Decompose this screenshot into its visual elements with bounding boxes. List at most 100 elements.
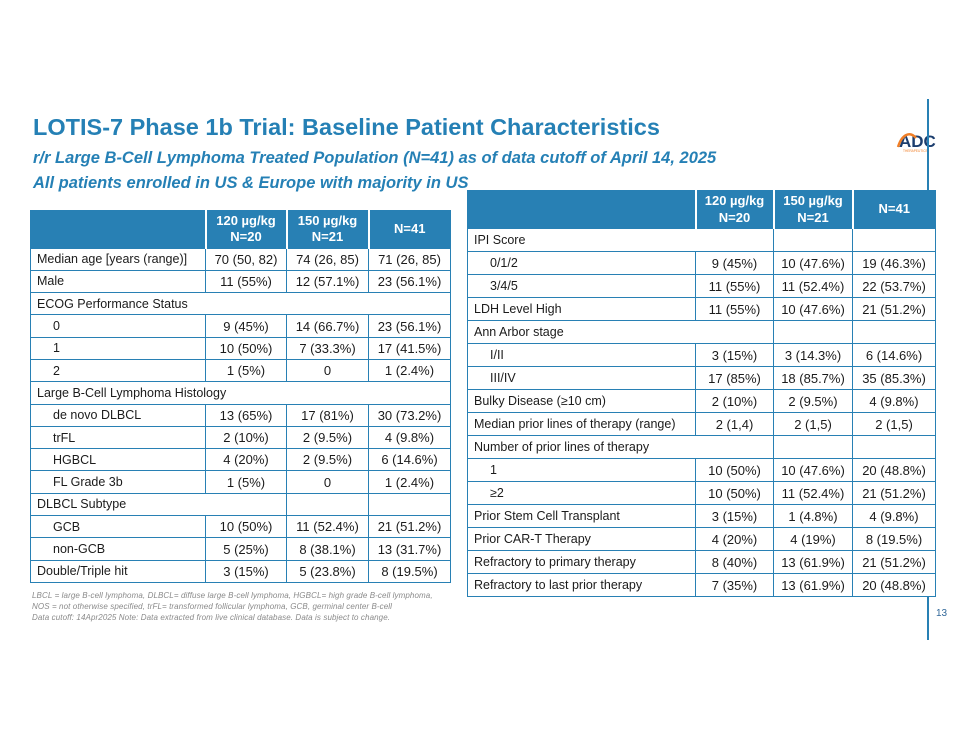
value-cell: 1 (5%) [205, 358, 287, 383]
value-cell: 5 (25%) [205, 537, 287, 561]
value-cell: 20 (48.8%) [852, 573, 936, 597]
row-label-cell: Double/Triple hit [30, 559, 206, 583]
table-row: Bulky Disease (≥10 cm) 2 (10%) 2 (9.5%) 4 (… [467, 389, 936, 413]
table-row: FL Grade 3b 1 (5%) 0 1 (2.4%) [30, 470, 451, 494]
value-cell: 3 (15%) [205, 559, 287, 583]
value-cell: 7 (33.3%) [286, 336, 369, 360]
value-cell: 74 (26, 85) [286, 247, 369, 271]
value-cell: 71 (26, 85) [368, 247, 451, 271]
value-cell: 11 (52.4%) [773, 274, 853, 298]
table-row: 0/1/2 9 (45%) 10 (47.6%) 19 (46.3%) [467, 251, 936, 275]
table-row: non-GCB 5 (25%) 8 (38.1%) 13 (31.7%) [30, 537, 451, 561]
table-row: Prior Stem Cell Transplant 3 (15%) 1 (4.8%… [467, 504, 936, 528]
value-cell: 3 (14.3%) [773, 343, 853, 367]
value-cell: 11 (52.4%) [773, 481, 853, 505]
adc-therapeutics-logo: ADC THERAPEUTICS [896, 128, 936, 162]
row-label-cell: GCB [30, 515, 206, 539]
empty-cell [773, 228, 853, 252]
value-cell: 1 (4.8%) [773, 504, 853, 528]
table-row: trFL 2 (10%) 2 (9.5%) 4 (9.8%) [30, 425, 451, 450]
table-row: Prior CAR-T Therapy 4 (20%) 4 (19%) 8 (19.5… [467, 527, 936, 551]
column-header [467, 190, 696, 229]
value-cell: 2 (10%) [695, 389, 774, 413]
value-cell: 13 (65%) [205, 403, 287, 427]
column-header [30, 210, 206, 249]
row-label-cell: non-GCB [30, 537, 206, 561]
value-cell: 23 (56.1%) [368, 314, 451, 338]
value-cell: 18 (85.7%) [773, 366, 853, 390]
row-label-cell: 3/4/5 [467, 274, 696, 298]
footnote-abbreviations-line1: LBCL = large B-cell lymphoma, DLBCL= dif… [32, 591, 433, 600]
value-cell: 2 (10%) [205, 425, 287, 450]
value-cell: 10 (50%) [205, 336, 287, 360]
value-cell: 20 (48.8%) [852, 458, 936, 482]
value-cell: 9 (45%) [695, 251, 774, 275]
value-cell: 11 (55%) [695, 274, 774, 298]
value-cell: 10 (47.6%) [773, 458, 853, 482]
adc-logo-subtext: THERAPEUTICS [903, 149, 928, 153]
row-label-cell: LDH Level High [467, 297, 696, 321]
value-cell: 2 (9.5%) [773, 389, 853, 413]
value-cell: 7 (35%) [695, 573, 774, 597]
value-cell: 14 (66.7%) [286, 314, 369, 338]
row-label-cell: Male [30, 269, 206, 294]
value-cell: 1 (2.4%) [368, 470, 451, 494]
section-row: Large B-Cell Lymphoma Histology [30, 381, 451, 405]
value-cell: 8 (19.5%) [368, 559, 451, 583]
table-row: 1 10 (50%) 10 (47.6%) 20 (48.8%) [467, 458, 936, 482]
table-row: GCB 10 (50%) 11 (52.4%) 21 (51.2%) [30, 515, 451, 539]
value-cell: 10 (50%) [695, 458, 774, 482]
subtitle-enrollment: All patients enrolled in US & Europe wit… [33, 174, 469, 192]
table-header-row: 120 µg/kg N=20 150 µg/kg N=21 N=41 [467, 190, 936, 229]
value-cell: 3 (15%) [695, 504, 774, 528]
value-cell: 11 (55%) [205, 269, 287, 294]
row-label-cell: Refractory to primary therapy [467, 550, 696, 574]
row-label-cell: Prior Stem Cell Transplant [467, 504, 696, 528]
value-cell: 8 (38.1%) [286, 537, 369, 561]
row-label-cell: I/II [467, 343, 696, 367]
value-cell: 4 (9.8%) [368, 425, 451, 450]
page-title: LOTIS-7 Phase 1b Trial: Baseline Patient… [33, 114, 660, 140]
value-cell: 2 (9.5%) [286, 448, 369, 472]
table-row: Male 11 (55%) 12 (57.1%) 23 (56.1%) [30, 269, 451, 294]
table-row: Median prior lines of therapy (range) 2 (… [467, 412, 936, 436]
value-cell: 10 (50%) [695, 481, 774, 505]
table-header-row: 120 µg/kg N=20 150 µg/kg N=21 N=41 [30, 210, 451, 249]
row-label-cell: Median prior lines of therapy (range) [467, 412, 696, 436]
table-row: ≥2 10 (50%) 11 (52.4%) 21 (51.2%) [467, 481, 936, 505]
footnote-abbreviations-line2: NOS = not otherwise specified, trFL= tra… [32, 601, 393, 611]
table-row: Double/Triple hit 3 (15%) 5 (23.8%) 8 (19.5… [30, 559, 451, 583]
row-label-cell: Prior CAR-T Therapy [467, 527, 696, 551]
row-label-cell: Median age [years (range)] [30, 247, 206, 271]
section-label-cell: ECOG Performance Status [30, 292, 451, 316]
value-cell: 6 (14.6%) [852, 343, 936, 367]
row-label-cell: de novo DLBCL [30, 403, 206, 427]
value-cell: 4 (9.8%) [852, 389, 936, 413]
value-cell: 12 (57.1%) [286, 269, 369, 294]
section-label-cell: IPI Score [467, 228, 774, 252]
row-label-cell: III/IV [467, 366, 696, 390]
value-cell: 2 (1,5) [773, 412, 853, 436]
value-cell: 2 (1,4) [695, 412, 774, 436]
value-cell: 2 (1,5) [852, 412, 936, 436]
value-cell: 9 (45%) [205, 314, 287, 338]
footnotes-block: LBCL = large B-cell lymphoma, DLBCL= dif… [32, 591, 462, 623]
value-cell: 23 (56.1%) [368, 269, 451, 294]
column-header: N=41 [851, 190, 936, 229]
value-cell: 3 (15%) [695, 343, 774, 367]
value-cell: 5 (23.8%) [286, 559, 369, 583]
value-cell: 21 (51.2%) [852, 297, 936, 321]
value-cell: 11 (52.4%) [286, 515, 369, 539]
adc-logo-graphic: ADC THERAPEUTICS [896, 132, 936, 153]
value-cell: 11 (55%) [695, 297, 774, 321]
empty-cell [773, 435, 853, 459]
subtitle-population: r/r Large B-Cell Lymphoma Treated Popula… [33, 149, 717, 167]
section-label-cell: DLBCL Subtype [30, 492, 287, 517]
value-cell: 4 (9.8%) [852, 504, 936, 528]
row-label-cell: HGBCL [30, 448, 206, 472]
baseline-table-right: 120 µg/kg N=20 150 µg/kg N=21 N=41 IPI Scor… [467, 190, 936, 597]
row-label-cell: 1 [30, 336, 206, 360]
value-cell: 10 (50%) [205, 515, 287, 539]
